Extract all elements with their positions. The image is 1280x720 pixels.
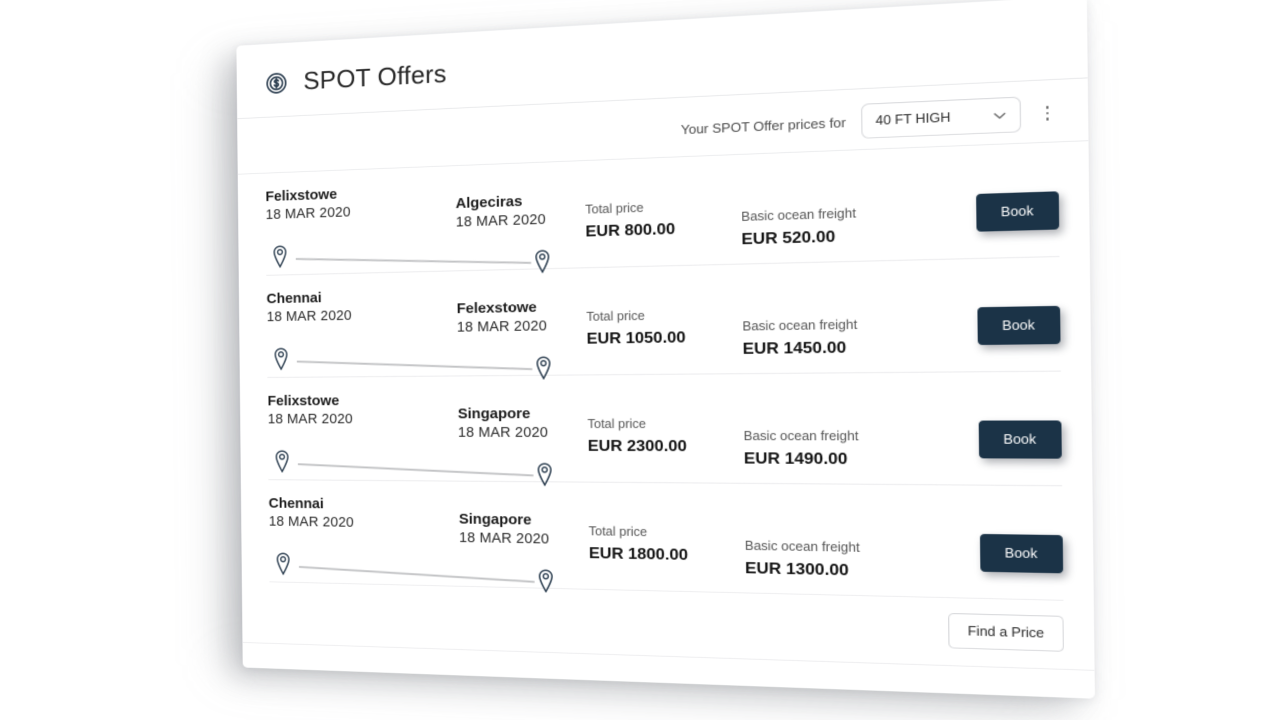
origin-port-name: Chennai [266,289,322,308]
basic-ocean-freight-cell: Basic ocean freight EUR 1300.00 [744,500,925,582]
destination-port: Algeciras 18 MAR 2020 [456,192,546,230]
route-connector [297,463,534,477]
total-price-cell: Total price EUR 800.00 [585,171,742,241]
basic-ocean-freight-cell: Basic ocean freight EUR 1450.00 [742,277,923,359]
table-row[interactable]: Felixstowe 18 MAR 2020 Singapore 18 MAR … [267,371,1063,487]
destination-port: Singapore 18 MAR 2020 [457,405,549,441]
origin-pin-icon [274,450,291,473]
origin-pin-icon [272,245,289,268]
origin-date: 18 MAR 2020 [268,514,354,531]
basic-ocean-freight-label: Basic ocean freight [742,317,858,334]
total-price-cell: Total price EUR 1800.00 [588,498,745,566]
origin-port: Chennai 18 MAR 2020 [266,289,351,325]
basic-ocean-freight-cell: Basic ocean freight EUR 520.00 [741,165,922,250]
route-summary: Chennai 18 MAR 2020 Felexstowe 18 MAR 20… [266,284,586,361]
destination-port: Singapore 18 MAR 2020 [459,511,549,548]
total-price-value: EUR 800.00 [585,220,676,241]
total-price-value: EUR 1050.00 [586,329,686,348]
destination-port: Felexstowe 18 MAR 2020 [457,299,547,336]
container-size-value: 40 FT HIGH [875,110,951,128]
route-connector [298,565,535,583]
row-action-cell: Book [921,159,1060,233]
row-action-cell: Book [923,389,1062,459]
total-price-value: EUR 1800.00 [588,545,689,564]
origin-port: Felixstowe 18 MAR 2020 [267,392,353,428]
destination-pin-icon [533,249,551,273]
page-title: SPOT Offers [303,58,447,96]
route-line [275,545,590,580]
book-button[interactable]: Book [975,191,1060,232]
route-line [271,229,585,267]
origin-date: 18 MAR 2020 [267,411,353,428]
offers-list: Felixstowe 18 MAR 2020 Algeciras 18 MAR … [238,141,1094,601]
basic-ocean-freight-value: EUR 1490.00 [743,450,848,469]
chevron-down-icon [993,111,1006,119]
destination-pin-icon [537,569,555,593]
container-size-select[interactable]: 40 FT HIGH [861,96,1022,139]
destination-date: 18 MAR 2020 [455,211,546,231]
kebab-dot [1045,106,1049,109]
basic-ocean-freight-label: Basic ocean freight [744,538,860,555]
origin-pin-icon [275,552,292,575]
basic-ocean-freight-label: Basic ocean freight [743,428,859,444]
route-summary: Felixstowe 18 MAR 2020 Algeciras 18 MAR … [265,177,585,259]
filter-label: Your SPOT Offer prices for [680,114,846,137]
basic-ocean-freight-value: EUR 1300.00 [744,559,849,580]
book-button[interactable]: Book [979,533,1064,574]
route-line [273,336,587,369]
route-connector [296,360,533,370]
destination-port-name: Algeciras [455,193,523,212]
basic-ocean-freight-cell: Basic ocean freight EUR 1490.00 [743,389,924,469]
route-connector [295,258,532,264]
basic-ocean-freight-value: EUR 520.00 [741,228,836,249]
total-price-value: EUR 2300.00 [587,437,687,456]
total-price-cell: Total price EUR 1050.00 [586,281,743,349]
coin-dollar-icon [264,70,288,96]
route-summary: Felixstowe 18 MAR 2020 Singapore 18 MAR … [268,391,588,464]
destination-port-name: Felexstowe [456,298,537,318]
destination-port-name: Singapore [458,510,532,529]
basic-ocean-freight-label: Basic ocean freight [741,206,857,224]
kebab-dot [1045,111,1049,115]
basic-ocean-freight-value: EUR 1450.00 [742,339,847,358]
destination-pin-icon [534,356,552,380]
route-line [274,442,588,472]
origin-port: Felixstowe 18 MAR 2020 [265,186,350,223]
kebab-menu-icon[interactable] [1037,101,1058,125]
book-button[interactable]: Book [976,305,1061,346]
origin-date: 18 MAR 2020 [265,204,351,223]
origin-date: 18 MAR 2020 [266,308,352,325]
kebab-dot [1046,117,1049,121]
row-action-cell: Book [924,502,1064,574]
destination-date: 18 MAR 2020 [457,425,549,441]
destination-date: 18 MAR 2020 [456,318,548,336]
route-summary: Chennai 18 MAR 2020 Singapore 18 MAR 202… [269,495,590,572]
table-row[interactable]: Chennai 18 MAR 2020 Singapore 18 MAR 202… [268,480,1064,601]
origin-pin-icon [273,347,290,370]
row-action-cell: Book [922,274,1061,346]
origin-port-name: Felixstowe [265,186,338,205]
origin-port: Chennai 18 MAR 2020 [269,495,354,530]
origin-port-name: Chennai [268,495,324,513]
origin-port-name: Felixstowe [267,392,340,410]
destination-pin-icon [536,463,554,487]
spot-offers-card: SPOT Offers Your SPOT Offer prices for 4… [236,0,1095,699]
total-price-label: Total price [587,416,647,432]
find-a-price-button[interactable]: Find a Price [948,612,1065,652]
total-price-label: Total price [585,200,644,217]
table-row[interactable]: Chennai 18 MAR 2020 Felexstowe 18 MAR 20… [266,257,1061,378]
book-button[interactable]: Book [978,420,1062,459]
total-price-label: Total price [588,524,648,540]
total-price-label: Total price [586,308,645,324]
total-price-cell: Total price EUR 2300.00 [587,390,744,456]
destination-port-name: Singapore [457,405,531,423]
destination-date: 18 MAR 2020 [459,530,550,548]
